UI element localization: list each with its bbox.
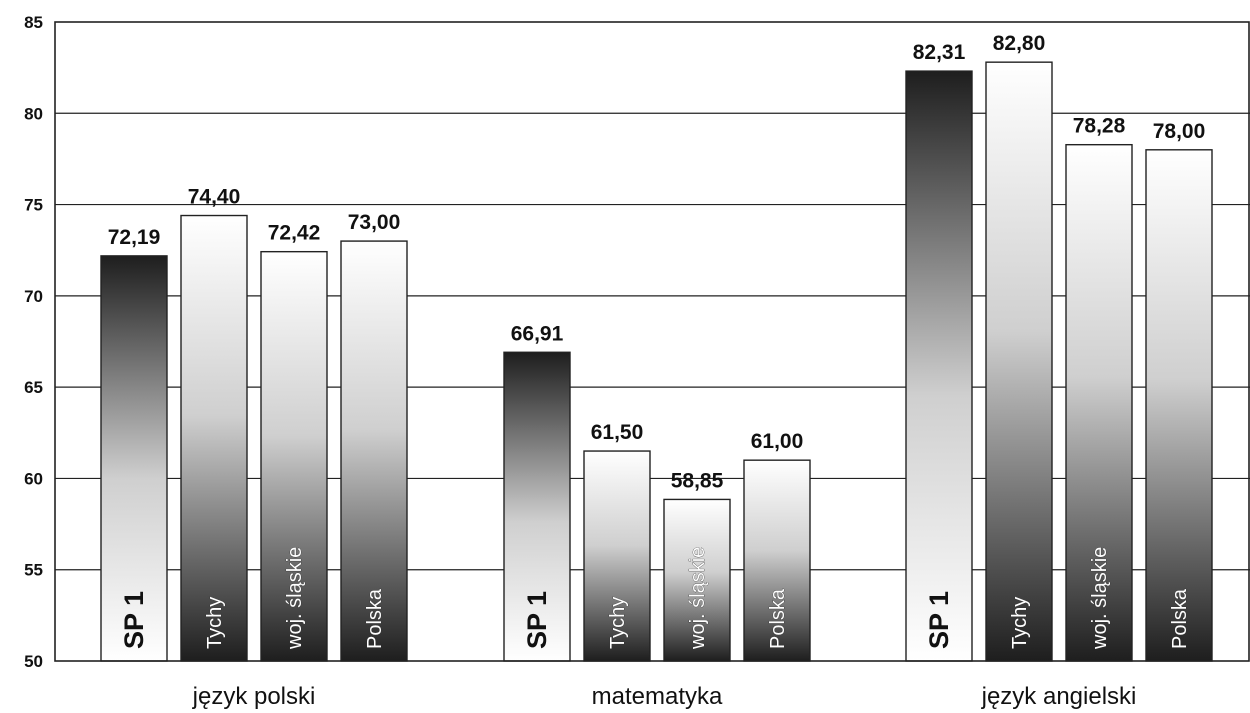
bar-series-label: Polska bbox=[1169, 588, 1191, 649]
bar-series-label: Tychy bbox=[204, 597, 226, 649]
bar-series-label: SP 1 bbox=[924, 591, 954, 649]
bar-series-label: woj. śląskie bbox=[284, 547, 306, 650]
y-tick-label: 60 bbox=[24, 469, 43, 488]
bar-series-label: SP 1 bbox=[119, 591, 149, 649]
data-label: 72,42 bbox=[268, 222, 321, 245]
bar bbox=[583, 450, 651, 662]
data-label: 78,00 bbox=[1153, 120, 1206, 143]
bar-series-label: Tychy bbox=[1009, 597, 1031, 649]
y-tick-label: 80 bbox=[24, 104, 43, 123]
y-axis-ticks: 50 55 60 65 70 75 80 85 bbox=[24, 13, 43, 671]
y-tick-label: 65 bbox=[24, 378, 43, 397]
data-label: 66,91 bbox=[511, 322, 564, 345]
x-category-label: matematyka bbox=[592, 683, 723, 710]
data-label: 78,28 bbox=[1073, 115, 1126, 138]
data-label: 74,40 bbox=[188, 186, 241, 209]
bar-series-label: SP 1 bbox=[522, 591, 552, 649]
y-tick-label: 50 bbox=[24, 652, 43, 671]
bar bbox=[340, 240, 408, 662]
y-tick-label: 55 bbox=[24, 561, 43, 580]
data-label: 61,00 bbox=[751, 430, 804, 453]
bar-series-label: woj. śląskie bbox=[687, 547, 709, 650]
data-label: 61,50 bbox=[591, 421, 644, 444]
x-category-label: język angielski bbox=[981, 683, 1137, 710]
bar bbox=[1145, 149, 1213, 662]
bar-series-label: Polska bbox=[364, 588, 386, 649]
bar-series-label: woj. śląskie bbox=[1089, 547, 1111, 650]
bar-series-label: Polska bbox=[767, 588, 789, 649]
bar bbox=[1065, 143, 1133, 662]
bars: SP 1 Tychy woj. śląskie Polska SP 1 Tychy woj.… bbox=[100, 61, 1213, 662]
bar bbox=[260, 250, 328, 662]
bar bbox=[905, 70, 973, 662]
y-tick-label: 70 bbox=[24, 287, 43, 306]
plot-frame bbox=[54, 21, 1250, 662]
data-label: 58,85 bbox=[671, 469, 724, 492]
data-label: 73,00 bbox=[348, 211, 401, 234]
y-tick-label: 75 bbox=[24, 196, 43, 215]
value-labels: 72,19 74,40 72,42 73,00 66,91 61,50 58,85 61,00… bbox=[108, 32, 1206, 492]
data-label: 72,19 bbox=[108, 226, 161, 249]
data-label: 82,31 bbox=[913, 41, 966, 64]
bar bbox=[985, 61, 1053, 662]
bar bbox=[180, 214, 248, 662]
bar bbox=[743, 459, 811, 662]
y-tick-label: 85 bbox=[24, 13, 43, 32]
bar bbox=[503, 351, 571, 662]
data-label: 82,80 bbox=[993, 32, 1046, 55]
x-category-label: język polski bbox=[192, 683, 316, 710]
bar-series-label: Tychy bbox=[607, 597, 629, 649]
x-axis-categories: język polski matematyka język angielski bbox=[192, 683, 1137, 710]
bar bbox=[663, 498, 731, 662]
